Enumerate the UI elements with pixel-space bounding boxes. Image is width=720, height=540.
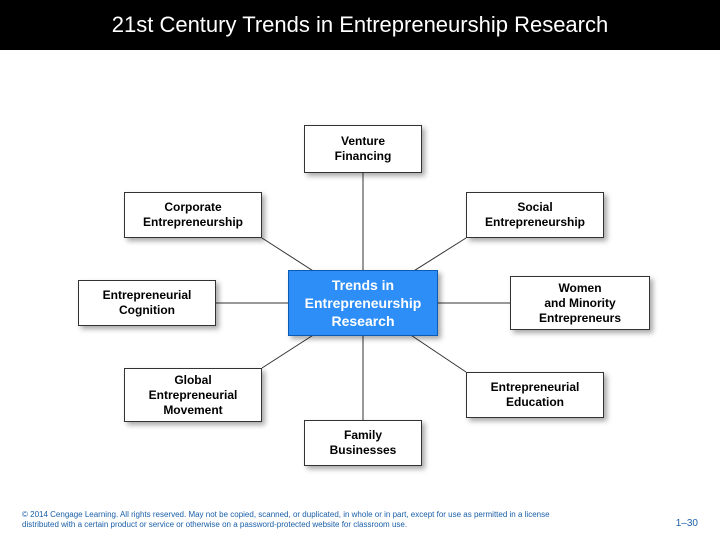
node-social-label: Social Entrepreneurship <box>485 200 585 230</box>
node-edu: Entrepreneurial Education <box>466 372 604 418</box>
node-women: Women and Minority Entrepreneurs <box>510 276 650 330</box>
connector-lines <box>0 50 720 480</box>
node-social: Social Entrepreneurship <box>466 192 604 238</box>
copyright-text: © 2014 Cengage Learning. All rights rese… <box>22 510 582 530</box>
slide-title: 21st Century Trends in Entrepreneurship … <box>112 12 608 37</box>
node-family-label: Family Businesses <box>330 428 397 458</box>
node-edu-label: Entrepreneurial Education <box>491 380 580 410</box>
node-venture: Venture Financing <box>304 125 422 173</box>
node-corp-label: Corporate Entrepreneurship <box>143 200 243 230</box>
node-cogn-label: Entrepreneurial Cognition <box>103 288 192 318</box>
center-node-label: Trends in Entrepreneurship Research <box>305 276 422 331</box>
node-venture-label: Venture Financing <box>335 134 392 164</box>
node-global-label: Global Entrepreneurial Movement <box>149 373 238 418</box>
node-corp: Corporate Entrepreneurship <box>124 192 262 238</box>
page-number: 1–30 <box>676 518 698 531</box>
diagram-area: Venture Financing Corporate Entrepreneurs… <box>0 50 720 480</box>
node-cogn: Entrepreneurial Cognition <box>78 280 216 326</box>
footer: © 2014 Cengage Learning. All rights rese… <box>22 510 698 530</box>
node-family: Family Businesses <box>304 420 422 466</box>
center-node: Trends in Entrepreneurship Research <box>288 270 438 336</box>
node-global: Global Entrepreneurial Movement <box>124 368 262 422</box>
slide-title-bar: 21st Century Trends in Entrepreneurship … <box>0 0 720 50</box>
node-women-label: Women and Minority Entrepreneurs <box>539 281 621 326</box>
